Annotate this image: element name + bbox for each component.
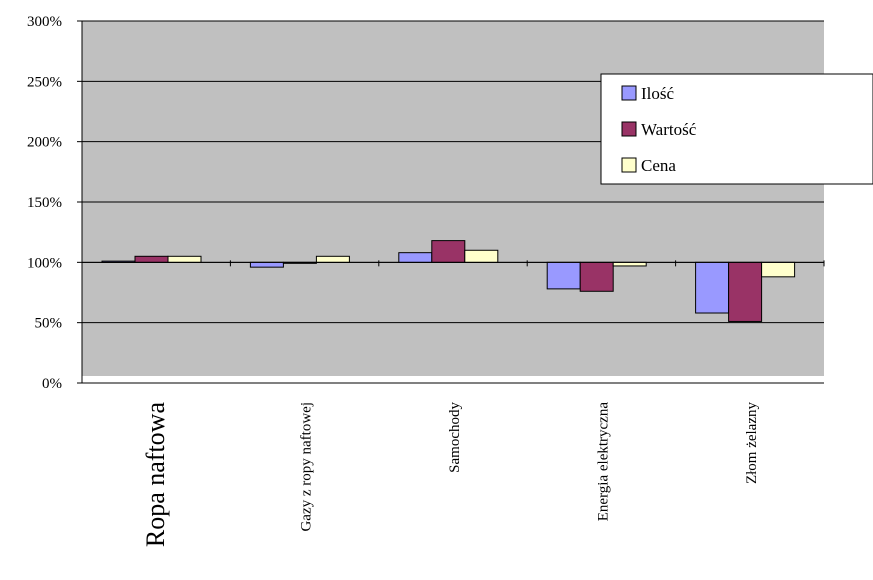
bar-3 <box>167 255 202 263</box>
x-axis: Ropa naftowa Gazy z ropy naftowej Samochod… <box>82 260 825 548</box>
y-tick-label: 100% <box>27 255 62 271</box>
x-tick-label: Energia elektryczna <box>595 402 611 522</box>
y-tick-label: 250% <box>27 74 62 90</box>
legend-label: Ilość <box>641 84 675 103</box>
y-axis: 0% 50% 100% 150% 200% 250% 300% <box>27 14 83 392</box>
legend-swatch <box>621 85 637 101</box>
x-tick-label: Ropa naftowa <box>141 402 170 548</box>
bar-2 <box>579 261 614 292</box>
x-tick-label: Gazy z ropy naftowej <box>299 402 315 532</box>
bar-1 <box>249 261 284 268</box>
x-tick-label: Samochody <box>447 402 463 473</box>
legend: Ilość Wartość Cena <box>600 73 873 185</box>
legend-swatch <box>621 121 637 137</box>
y-tick-label: 200% <box>27 135 62 151</box>
bar-3 <box>761 261 796 278</box>
y-tick-label: 0% <box>42 376 62 392</box>
bar-1 <box>398 252 433 263</box>
bar-1 <box>546 261 581 290</box>
bar-1 <box>695 261 730 314</box>
y-tick-label: 300% <box>27 14 62 30</box>
legend-box <box>600 73 873 185</box>
bar-3 <box>464 249 499 263</box>
x-tick-label: Złom żelazny <box>744 402 760 485</box>
legend-swatch <box>621 157 637 173</box>
bars <box>82 240 824 322</box>
y-tick-label: 50% <box>35 316 63 332</box>
bar-2 <box>728 261 763 322</box>
bar-2 <box>134 255 169 263</box>
bar-3 <box>612 261 647 267</box>
legend-label: Cena <box>641 156 676 175</box>
bar-2 <box>431 240 466 263</box>
legend-label: Wartość <box>641 120 697 139</box>
y-tick-label: 150% <box>27 195 62 211</box>
bar-3 <box>315 255 350 263</box>
